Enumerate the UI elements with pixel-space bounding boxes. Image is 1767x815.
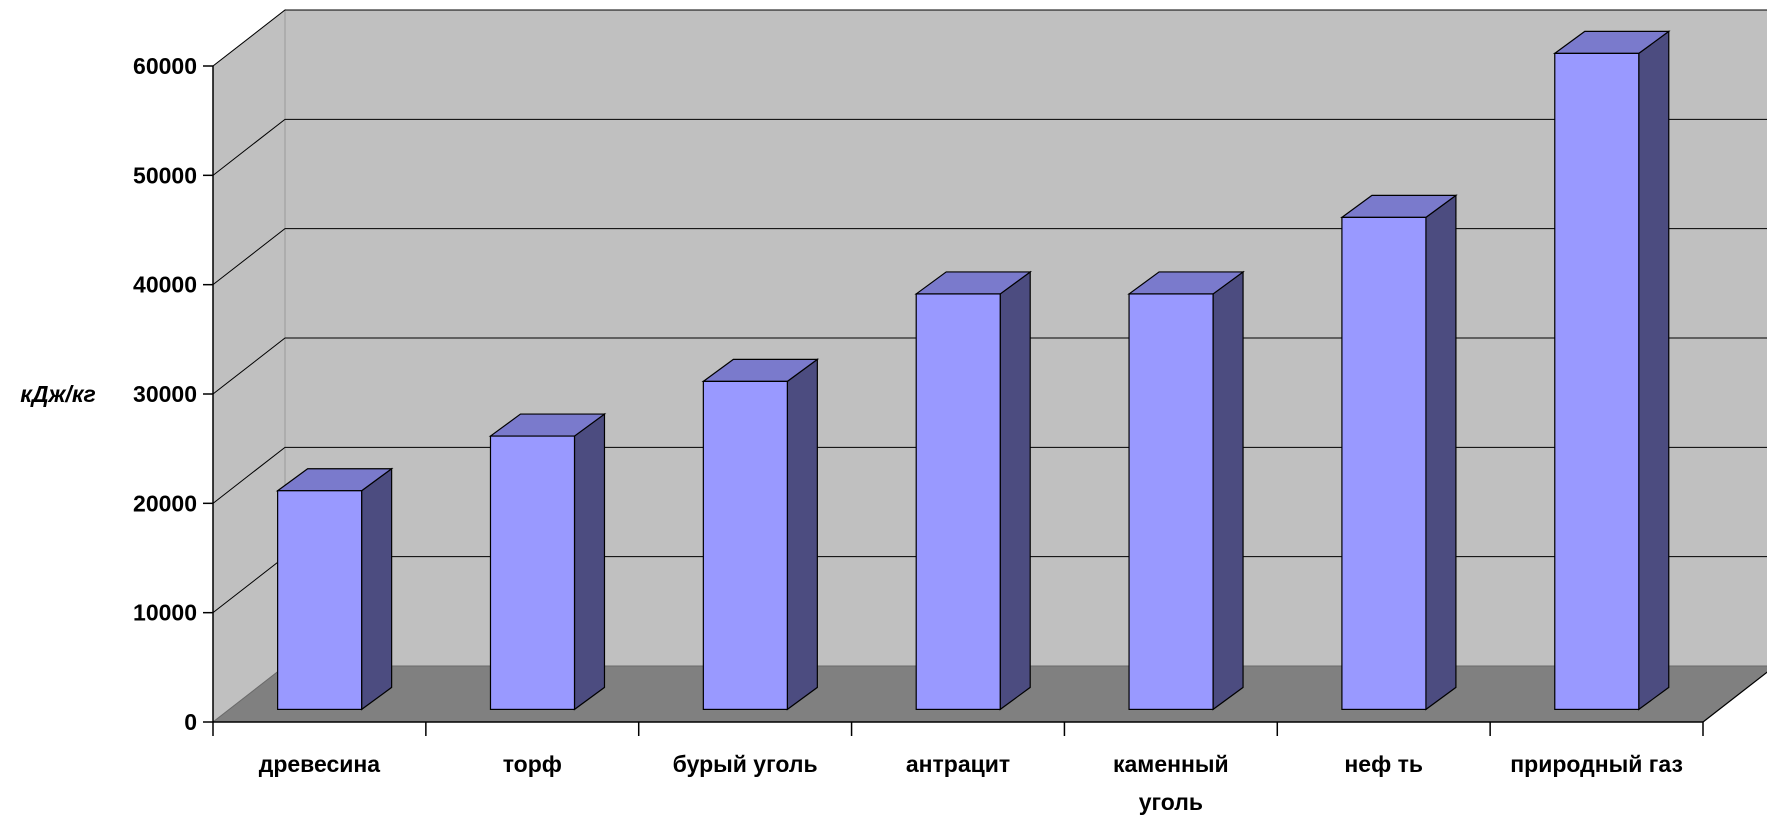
y-tick-label: 40000 — [133, 272, 197, 298]
gridline — [212, 337, 1767, 395]
bar-side — [1212, 270, 1244, 711]
floor-edge — [1702, 671, 1767, 723]
bar — [277, 490, 363, 711]
y-tick-label: 60000 — [133, 53, 197, 79]
bar-side — [1638, 30, 1670, 711]
gridline — [212, 9, 1767, 67]
bar — [1128, 293, 1214, 710]
y-tick-label: 50000 — [133, 162, 197, 188]
bar-side — [999, 270, 1031, 711]
bar — [1554, 52, 1640, 711]
gridline — [212, 228, 1767, 286]
bar-side — [1425, 194, 1457, 711]
x-tick-label: каменный — [1113, 751, 1229, 777]
y-tick-label: 10000 — [133, 600, 197, 626]
x-tick-label: неф ть — [1344, 751, 1423, 777]
x-tick-label: древесина — [259, 751, 381, 777]
y-tick-label: 30000 — [133, 381, 197, 407]
gridline — [212, 118, 1767, 176]
x-tick-label: антрацит — [906, 751, 1010, 777]
x-tick-label: торф — [503, 751, 562, 777]
bar — [1341, 216, 1427, 710]
gridline — [212, 446, 1767, 504]
bar — [702, 380, 788, 710]
bar-side — [573, 412, 606, 711]
x-tick-label: бурый уголь — [673, 751, 818, 777]
x-tick-label: природный газ — [1510, 751, 1683, 777]
bar-side — [361, 467, 393, 711]
y-tick-label: 20000 — [133, 490, 197, 516]
bar — [489, 435, 576, 711]
bar-side — [786, 358, 818, 711]
y-tick-label: 0 — [184, 709, 197, 735]
bar — [915, 293, 1001, 710]
y-axis-label: кДж/кг — [20, 381, 96, 407]
x-tick-label: уголь — [1139, 789, 1203, 815]
